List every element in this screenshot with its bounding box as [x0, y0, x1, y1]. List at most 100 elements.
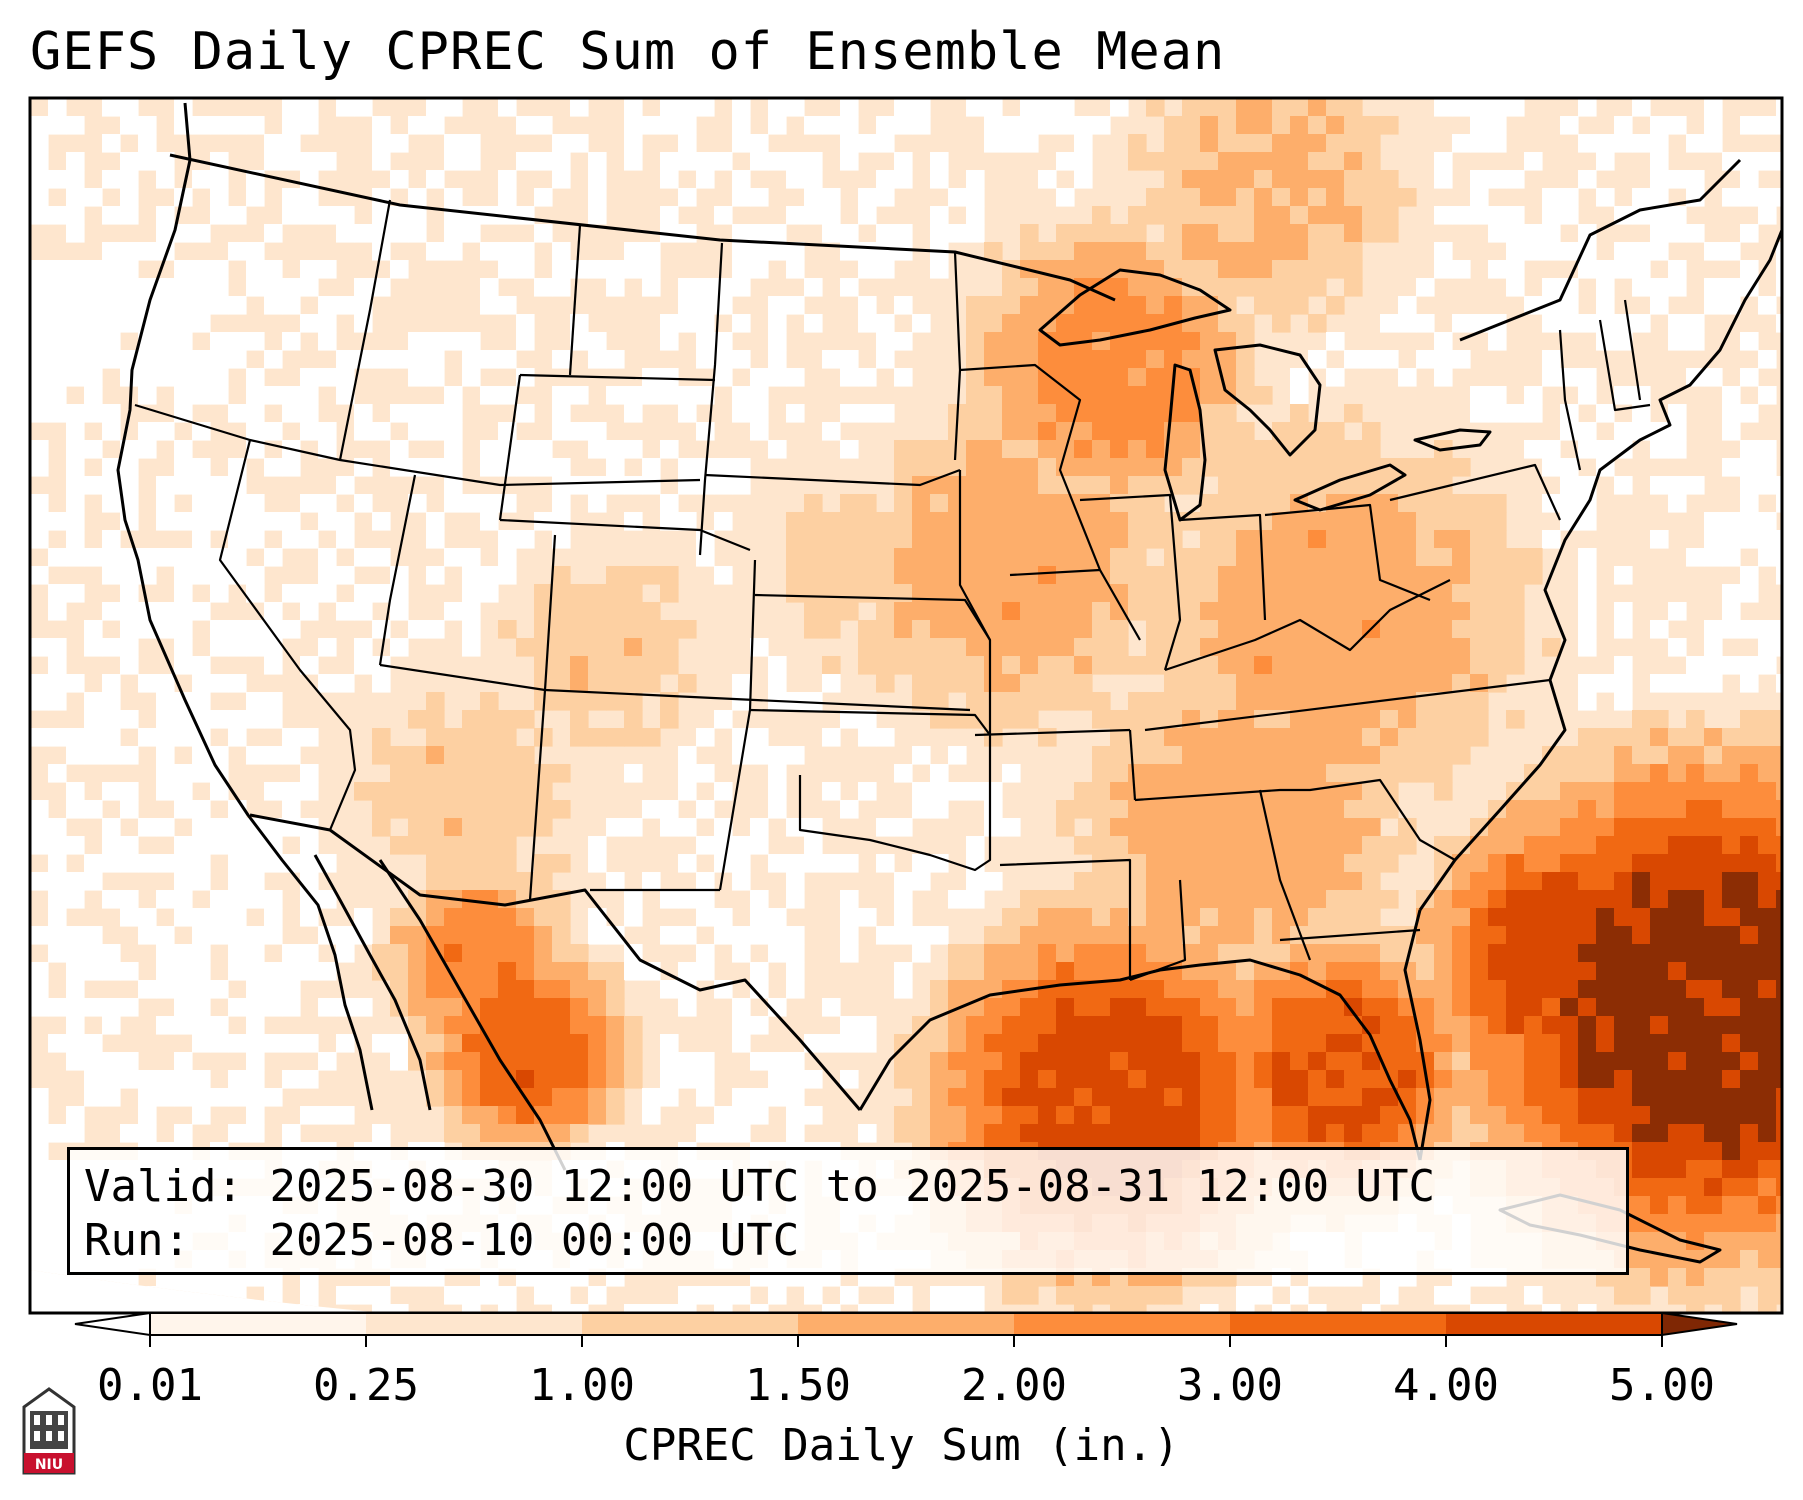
precip-cell	[1686, 944, 1705, 963]
precip-cell	[1038, 584, 1057, 603]
precip-cell	[768, 746, 787, 765]
precip-cell	[1182, 566, 1201, 585]
precip-cell	[1416, 656, 1435, 675]
precip-cell	[1326, 152, 1345, 171]
precip-cell	[30, 440, 49, 459]
precip-cell	[408, 422, 427, 441]
precip-cell	[606, 386, 625, 405]
precip-cell	[1182, 998, 1201, 1017]
precip-cell	[1128, 278, 1147, 297]
precip-cell	[1722, 818, 1741, 837]
precip-cell	[1416, 962, 1435, 981]
precip-cell	[606, 674, 625, 693]
precip-cell	[1434, 350, 1453, 369]
precip-cell	[1164, 170, 1183, 189]
precip-cell	[912, 602, 931, 621]
precip-cell	[1164, 854, 1183, 873]
precip-cell	[1380, 692, 1399, 711]
precip-cell	[1164, 764, 1183, 783]
precip-cell	[300, 836, 319, 855]
precip-cell	[174, 260, 193, 279]
precip-cell	[1452, 908, 1471, 927]
precip-cell	[1380, 998, 1399, 1017]
precip-cell	[174, 1070, 193, 1089]
precip-cell	[930, 782, 949, 801]
precip-cell	[1398, 188, 1417, 207]
precip-cell	[1758, 548, 1777, 567]
precip-cell	[1218, 980, 1237, 999]
precip-cell	[1542, 1016, 1561, 1035]
precip-cell	[426, 242, 445, 261]
precip-cell	[66, 152, 85, 171]
precip-cell	[1326, 656, 1345, 675]
precip-cell	[912, 782, 931, 801]
precip-cell	[1470, 1088, 1489, 1107]
precip-cell	[1470, 584, 1489, 603]
precip-cell	[678, 134, 697, 153]
precip-cell	[642, 872, 661, 891]
precip-cell	[1074, 1106, 1093, 1125]
precip-cell	[1038, 116, 1057, 135]
precip-cell	[1164, 548, 1183, 567]
precip-cell	[894, 512, 913, 531]
precip-cell	[858, 548, 877, 567]
precip-cell	[1344, 782, 1363, 801]
precip-cell	[660, 584, 679, 603]
precip-cell	[1578, 98, 1597, 117]
precip-cell	[210, 620, 229, 639]
precip-cell	[1200, 314, 1219, 333]
coastline-borders	[116, 102, 1784, 1264]
precip-cell	[1182, 584, 1201, 603]
precip-cell	[1164, 1034, 1183, 1053]
precip-cell	[210, 908, 229, 927]
precip-cell	[1020, 1088, 1039, 1107]
precip-cell	[1326, 944, 1345, 963]
precip-cell	[624, 1034, 643, 1053]
precip-cell	[1524, 818, 1543, 837]
precip-cell	[1092, 872, 1111, 891]
precip-cell	[570, 386, 589, 405]
precip-cell	[1668, 638, 1687, 657]
precip-cell	[732, 458, 751, 477]
precip-cell	[120, 1052, 139, 1071]
precip-cell	[1056, 1088, 1075, 1107]
precip-cell	[1380, 188, 1399, 207]
precip-cell	[282, 458, 301, 477]
precip-cell	[1542, 818, 1561, 837]
precip-cell	[1740, 908, 1759, 927]
precip-cell	[678, 854, 697, 873]
run-label: Run:	[84, 1215, 190, 1266]
precip-cell	[390, 926, 409, 945]
precip-cell	[210, 170, 229, 189]
precip-cell	[30, 1142, 49, 1161]
precip-cell	[48, 368, 67, 387]
precip-cell	[1290, 1124, 1309, 1143]
precip-cell	[462, 548, 481, 567]
precip-cell	[1128, 314, 1147, 333]
precip-cell	[1686, 872, 1705, 891]
precip-cell	[1056, 350, 1075, 369]
precip-cell	[858, 296, 877, 315]
precip-cell	[984, 566, 1003, 585]
precip-cell	[354, 548, 373, 567]
precip-cell	[336, 926, 355, 945]
precip-cell	[1182, 836, 1201, 855]
precip-cell	[1200, 116, 1219, 135]
precip-cell	[930, 638, 949, 657]
precip-cell	[30, 170, 49, 189]
precip-cell	[1380, 530, 1399, 549]
precip-cell	[336, 368, 355, 387]
precip-cell	[318, 512, 337, 531]
precip-cell	[624, 764, 643, 783]
precip-cell	[408, 494, 427, 513]
precip-cell	[624, 656, 643, 675]
precip-cell	[480, 278, 499, 297]
precip-cell	[1002, 1070, 1021, 1089]
precip-cell	[984, 818, 1003, 837]
precip-cell	[1722, 1286, 1741, 1305]
precip-cell	[1362, 710, 1381, 729]
precip-cell	[696, 98, 715, 117]
colorbar-tick-label: 1.00	[529, 1360, 635, 1411]
precip-cell	[1434, 1052, 1453, 1071]
precip-cell	[120, 116, 139, 135]
